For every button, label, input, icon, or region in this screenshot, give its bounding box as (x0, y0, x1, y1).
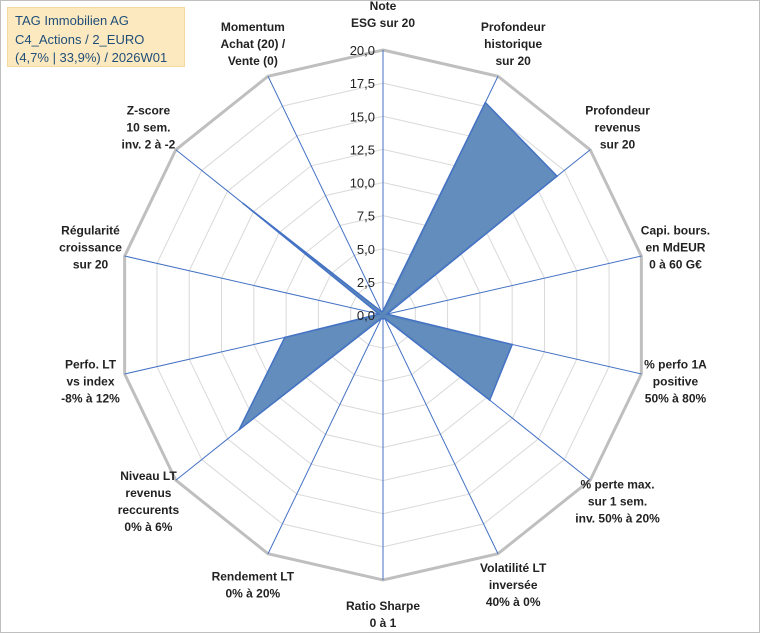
data-point-4 (511, 343, 513, 346)
axis-label-8-line-1: 0% à 20% (225, 586, 280, 600)
spoke-13 (267, 76, 384, 316)
tick-label-6: 15,0 (350, 109, 375, 124)
axis-label-7-line-0: Ratio Sharpe (346, 599, 420, 613)
chart-title-box: TAG Immobilien AG C4_Actions / 2_EURO (4… (7, 7, 185, 67)
axis-label-13: Momentum Achat (20) / Vente (0) (220, 20, 285, 68)
axis-label-11-line-1: croissance (59, 241, 122, 255)
spoke-11 (124, 255, 384, 316)
axis-label-6: Volatilité LT inversée 40% à 0% (480, 561, 547, 609)
axis-label-4-line-1: positive (653, 374, 699, 388)
axis-label-13-line-1: Achat (20) / (220, 37, 285, 51)
axis-label-3: Capi. bours. en MdEUR 0 à 60 G€ (641, 224, 710, 272)
axis-label-6-line-1: inversée (489, 578, 538, 592)
period-label: (4,7% | 33,9%) / 2026W01 (15, 50, 168, 65)
tick-layer: 0,0 2,5 5,0 7,5 10,0 12,5 15,0 17,5 20,0 (350, 43, 375, 323)
axis-label-5-line-0: % perte max. (581, 478, 655, 492)
axis-label-6-line-0: Volatilité LT (480, 561, 547, 575)
tick-label-3: 7,5 (357, 209, 375, 224)
series-area (238, 101, 559, 431)
data-point-6 (383, 317, 386, 320)
axis-label-13-line-2: Vente (0) (228, 54, 278, 68)
axis-label-4-line-0: % perfo 1A (644, 357, 707, 371)
axis-label-9: Niveau LT revenus reccurents 0% à 6% (118, 469, 180, 534)
axis-label-2-line-2: sur 20 (600, 137, 636, 151)
axis-label-4: % perfo 1A positive 50% à 80% (644, 357, 707, 405)
data-point-8 (380, 317, 383, 320)
axis-label-10-line-0: Perfo. LT (65, 357, 117, 371)
axis-label-10-line-1: vs index (67, 374, 115, 388)
tick-label-0: 0,0 (357, 308, 375, 323)
data-point-9 (238, 429, 240, 431)
company-name: TAG Immobilien AG (15, 13, 129, 28)
data-point-0 (382, 310, 384, 312)
axis-label-4-line-2: 50% à 80% (645, 391, 707, 405)
axis-label-1-line-2: sur 20 (495, 54, 531, 68)
tick-label-8: 20,0 (350, 43, 375, 58)
axis-label-1-line-0: Profondeur (481, 20, 546, 34)
axis-label-12-line-2: inv. 2 à -2 (122, 137, 176, 151)
axis-label-6-line-2: 40% à 0% (486, 595, 541, 609)
tick-label-4: 10,0 (350, 176, 375, 191)
axis-label-layer: Note ESG sur 20 Profondeur historique sur 20… (59, 0, 710, 630)
axis-label-8-line-0: Rendement LT (212, 569, 295, 583)
axis-label-12: Z-score 10 sem. inv. 2 à -2 (122, 103, 176, 151)
axis-label-9-line-1: revenus (125, 486, 171, 500)
axis-label-2-line-0: Profondeur (585, 103, 650, 117)
data-point-10 (284, 336, 286, 339)
tick-label-7: 17,5 (350, 76, 375, 91)
axis-label-11-line-0: Régularité (61, 224, 120, 238)
tick-label-5: 12,5 (350, 142, 375, 157)
tick-label-2: 5,0 (357, 242, 375, 257)
spoke-8 (267, 314, 384, 554)
axis-label-7-line-1: 0 à 1 (370, 616, 397, 630)
axis-label-3-line-1: en MdEUR (645, 241, 705, 255)
data-point-2 (556, 175, 558, 178)
axis-label-5-line-2: inv. 50% à 20% (575, 512, 660, 526)
axis-label-2: Profondeur revenus sur 20 (585, 103, 650, 151)
axis-label-8: Rendement LT 0% à 20% (212, 569, 295, 600)
data-point-13 (380, 310, 383, 313)
data-point-3 (386, 313, 388, 315)
axis-label-9-line-3: 0% à 6% (124, 520, 172, 534)
data-point-5 (488, 399, 491, 401)
axis-label-5: % perte max. sur 1 sem. inv. 50% à 20% (575, 478, 660, 526)
axis-label-1-line-1: historique (484, 37, 542, 51)
axis-label-5-line-1: sur 1 sem. (588, 495, 647, 509)
axis-label-10: Perfo. LT vs index -8% à 12% (61, 357, 120, 405)
data-point-12 (242, 202, 244, 205)
tick-label-1: 2,5 (357, 275, 375, 290)
axis-label-12-line-1: 10 sem. (126, 120, 170, 134)
axis-label-1: Profondeur historique sur 20 (481, 20, 546, 68)
data-layer (238, 101, 559, 431)
axis-label-13-line-0: Momentum (221, 20, 285, 34)
axis-label-2-line-1: revenus (595, 120, 641, 134)
data-point-11 (378, 313, 380, 315)
category-label: C4_Actions / 2_EURO (15, 31, 145, 47)
axis-label-0-line-0: Note (370, 0, 397, 13)
axis-label-0: Note ESG sur 20 (351, 0, 415, 30)
spoke-6 (382, 314, 499, 554)
axis-label-9-line-0: Niveau LT (120, 469, 177, 483)
data-point-1 (484, 101, 487, 104)
axis-label-3-line-2: 0 à 60 G€ (649, 258, 702, 272)
axis-label-0-line-1: ESG sur 20 (351, 16, 415, 30)
data-point-7 (382, 318, 384, 320)
axis-label-9-line-2: reccurents (118, 503, 180, 517)
spoke-3 (382, 255, 642, 316)
axis-label-10-line-2: -8% à 12% (61, 391, 120, 405)
axis-label-12-line-0: Z-score (127, 103, 171, 117)
axis-label-11: Régularité croissance sur 20 (59, 224, 122, 272)
axis-label-7: Ratio Sharpe 0 à 1 (346, 599, 420, 630)
axis-label-11-line-2: sur 20 (73, 258, 109, 272)
axis-label-3-line-0: Capi. bours. (641, 224, 710, 238)
